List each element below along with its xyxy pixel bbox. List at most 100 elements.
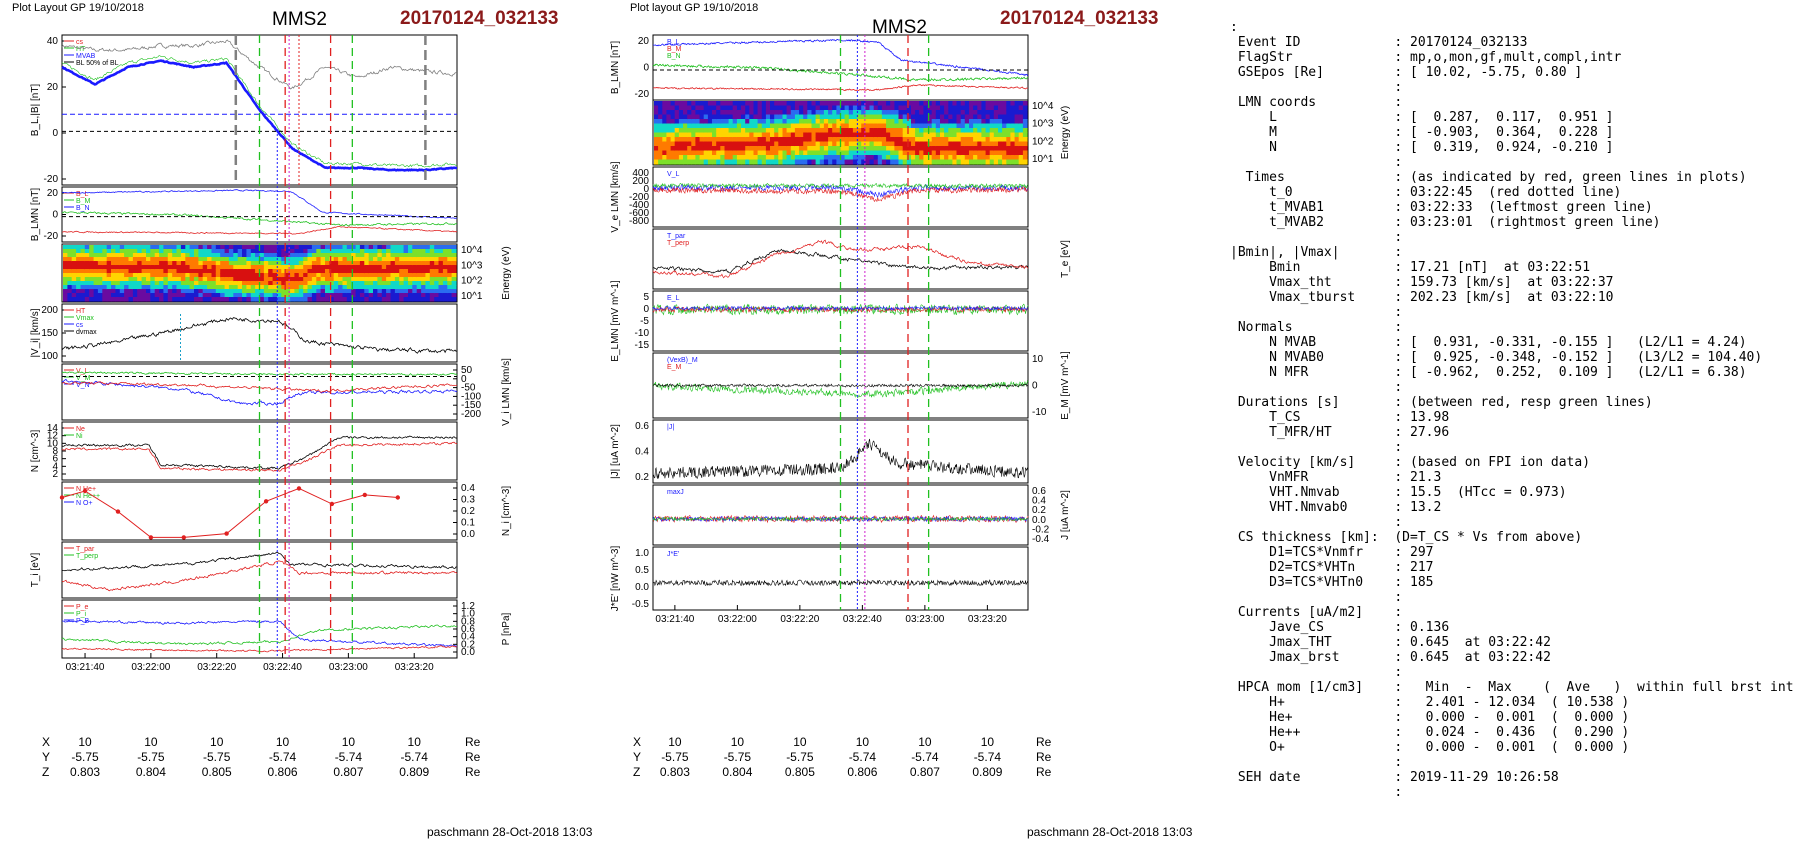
spectrogram-cell [670,159,676,165]
spectrogram-cell [969,137,974,143]
spectrogram-cell [451,253,457,258]
spectrogram-cell [720,105,725,111]
spectrogram-cell [141,289,147,294]
spectrogram-cell [952,123,958,129]
spectrogram-cell [290,293,296,298]
spectrogram-cell [189,269,195,274]
spectrogram-cell [246,297,252,302]
y-axis-label: J*E' [nW m^-3] [610,546,621,612]
spectrogram-cell [683,141,688,147]
spectrogram-cell [128,265,134,270]
spectrogram-cell [1022,155,1028,161]
spectrogram-cell [277,257,282,262]
spectrogram-cell [973,114,978,120]
spectrogram-cell [416,281,422,286]
spectrogram-cell [778,114,783,120]
spectrogram-cell [290,245,296,250]
spectrogram-cell [861,159,866,165]
spectrogram-cell [268,281,274,286]
spectrogram-cell [716,101,721,107]
spectrogram-cell [757,132,763,138]
spectrogram-cell [421,293,427,298]
spectrogram-cell [76,249,82,254]
spectrogram-cell [351,285,357,290]
spectrogram-cell [898,123,904,129]
spectrogram-cell [194,273,199,278]
y-tick-label: -800 [629,216,649,227]
spectrogram-cell [141,261,147,266]
spectrogram-cell [906,101,912,107]
spectrogram-cell [180,249,186,254]
spectrogram-cell [1022,119,1028,125]
spectrogram-cell [67,289,73,294]
spectrogram-cell [259,257,265,262]
spectrogram-cell [654,123,659,129]
info-line: |Bmin|, |Vmax| : [1230,245,1403,260]
spectrogram-cell [451,273,457,278]
spectrogram-cell [869,110,875,116]
spectrogram-cell [898,137,904,143]
spectrogram-cell [207,281,213,286]
spectrogram-cell [189,297,195,302]
spectrogram-cell [185,257,191,262]
spectrogram-cell [902,132,908,138]
spectrogram-cell [923,101,929,107]
spectrogram-cell [167,277,173,282]
spectrogram-cell [277,277,282,282]
spectrogram-cell [373,281,378,286]
spectrogram-cell [894,141,900,147]
spectrogram-cell [923,110,929,116]
info-line: VHT.Nmvab0 : 13.2 [1230,500,1442,515]
spectrogram-cell [678,101,684,107]
spectrogram-cell [63,281,68,286]
he-line [61,487,398,538]
spectrogram-cell [828,150,833,156]
spectrogram-cell [989,137,995,143]
position-value: 10 [78,735,92,749]
spectrogram-cell [662,132,667,138]
spectrogram-cell [294,277,300,282]
spectrogram-cell [890,105,895,111]
spectrogram-cell [915,141,920,147]
spectrogram-cell [745,123,750,129]
spectrogram-cell [167,285,173,290]
spectrogram-cell [803,132,808,138]
info-line: D2=TCS*VHTn : 217 [1230,560,1434,575]
spectrogram-cell [977,123,982,129]
spectrogram-cell [865,114,871,120]
spectrogram-cell [390,293,396,298]
spectrogram-cell [919,146,924,152]
spectrogram-cell [848,159,854,165]
spectrogram-cell [307,293,313,298]
spectrogram-cell [732,150,738,156]
spectrogram-cell [106,261,112,266]
spectrogram-cell [128,297,134,302]
spectrogram-cell [115,297,121,302]
spectrogram-cell [272,297,278,302]
spectrogram-cell [237,253,243,258]
spectrogram-cell [898,128,904,134]
spectrogram-cell [67,249,73,254]
x-tick-label: 03:22:20 [197,662,236,673]
spectrogram-cell [228,245,234,250]
spectrogram-cell [956,141,962,147]
spectrogram-cell [770,137,775,143]
spectrogram-cell [220,297,226,302]
info-line: Event ID : 20170124_032133 [1230,35,1528,50]
spectrogram-cell [368,297,374,302]
spectrogram-cell [654,114,659,120]
spectrogram-cell [307,285,313,290]
spectrogram-cell [333,249,339,254]
spectrogram-cell [272,273,278,278]
spectrogram-cell [242,261,247,266]
spectrogram-cell [869,101,875,107]
spectrogram-cell [732,137,738,143]
spectrogram-cell [311,273,317,278]
spectrogram-cell [233,261,239,266]
info-line: Jmax_THT : 0.645 at 03:22:42 [1230,635,1551,650]
spectrogram-cell [386,281,392,286]
spectrogram-cell [1010,110,1016,116]
spectrogram-cell [141,257,147,262]
spectrogram-cell [355,269,361,274]
position-value: -5.74 [400,750,428,764]
